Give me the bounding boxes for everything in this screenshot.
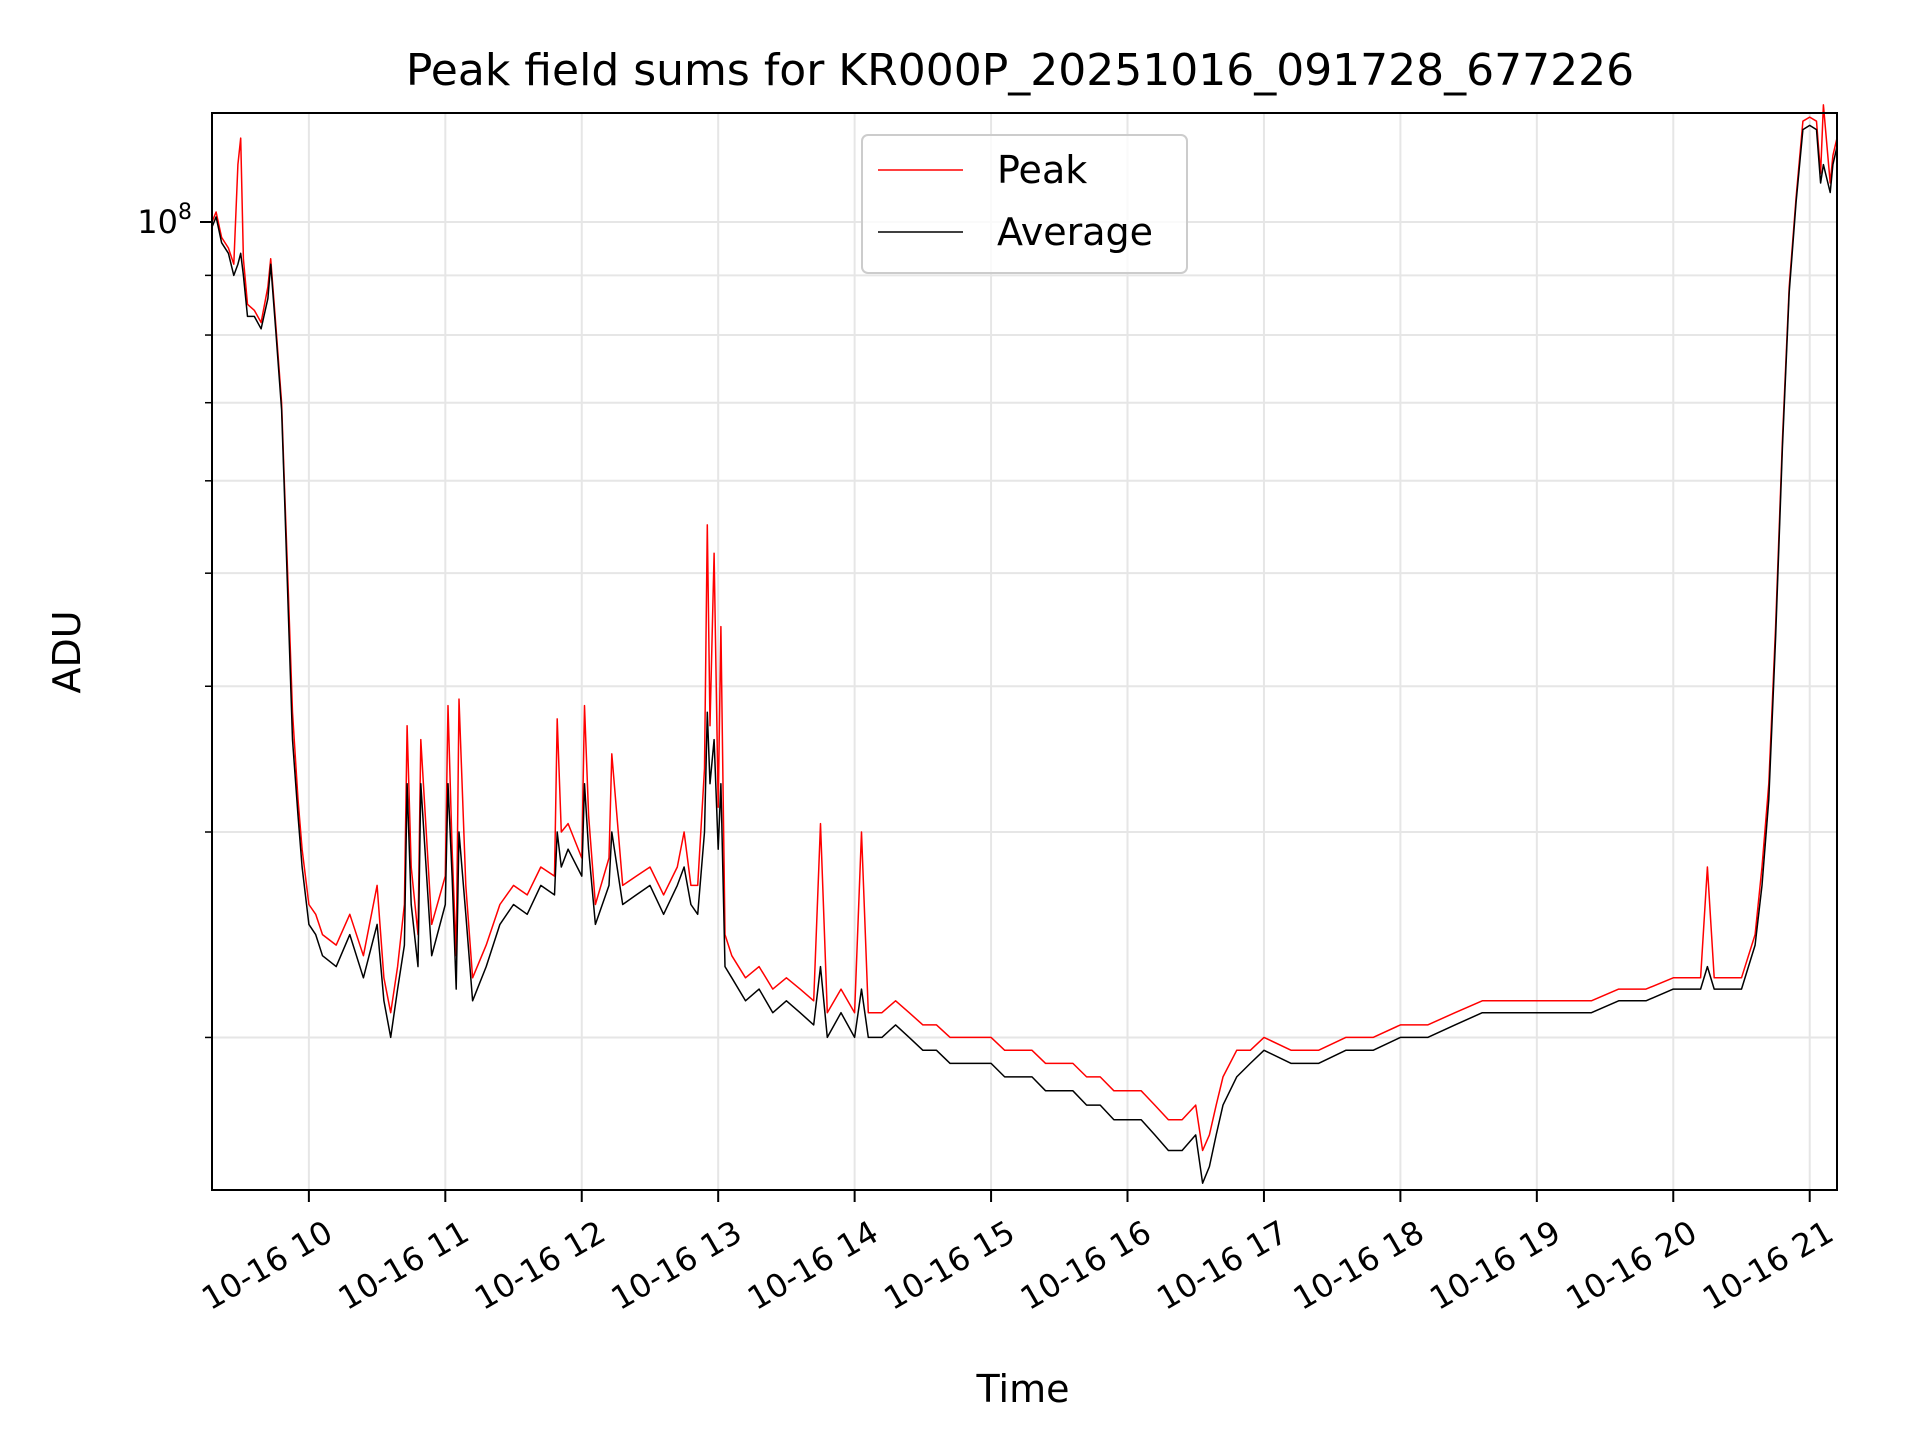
legend: Peak Average <box>861 134 1188 274</box>
plot-area-frame <box>211 112 1838 1191</box>
grid <box>212 113 1837 1190</box>
x-axis-label: Time <box>976 1367 1070 1411</box>
legend-label-peak: Peak <box>997 148 1087 192</box>
series-line-peak <box>211 104 1838 1152</box>
y-axis-label: ADU <box>45 610 89 693</box>
series-line-average <box>211 124 1838 1184</box>
legend-label-average: Average <box>997 210 1153 254</box>
y-tick-label: 108 <box>137 200 192 241</box>
chart-title: Peak field sums for KR000P_20251016_0917… <box>406 45 1634 96</box>
series-layer <box>211 104 1838 1184</box>
